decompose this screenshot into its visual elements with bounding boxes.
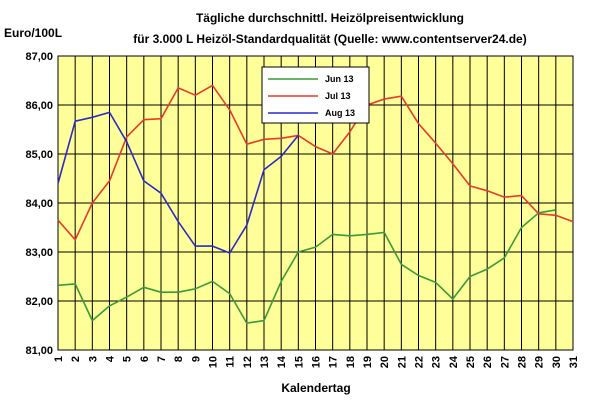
x-tick-label: 11 (225, 356, 237, 368)
x-tick-label: 12 (242, 356, 254, 368)
y-axis-label: Euro/100L (4, 26, 62, 40)
legend-label: Jun 13 (325, 74, 354, 84)
x-tick-label: 3 (87, 356, 99, 362)
x-tick-label: 1 (53, 356, 65, 362)
x-tick-label: 30 (551, 356, 563, 368)
x-tick-label: 16 (311, 356, 323, 368)
legend-label: Aug 13 (325, 108, 355, 118)
x-tick-label: 22 (414, 356, 426, 368)
x-tick-label: 6 (139, 356, 151, 362)
x-tick-label: 18 (345, 356, 357, 368)
x-tick-label: 29 (534, 356, 546, 368)
y-tick-label: 86,00 (25, 100, 53, 112)
x-tick-label: 17 (328, 356, 340, 368)
chart-title: Tägliche durchschnittl. Heizölpreisentwi… (196, 11, 464, 25)
y-tick-label: 87,00 (25, 51, 53, 63)
x-axis-label: Kalendertag (281, 381, 350, 395)
x-tick-label: 25 (465, 356, 477, 368)
x-tick-label: 28 (517, 356, 529, 368)
x-tick-label: 19 (362, 356, 374, 368)
x-tick-label: 4 (105, 355, 117, 362)
series-line-jul-13 (57, 84, 574, 241)
x-tick-label: 2 (70, 356, 82, 362)
x-tick-label: 15 (293, 356, 305, 368)
chart-subtitle: für 3.000 L Heizöl-Standardqualität (Que… (133, 32, 526, 46)
x-tick-label: 8 (173, 356, 185, 362)
x-tick-labels: 1 2 3 4 5 6 7 8 9 10 11 12 13 14 15 16 17 18 19 20 21 22 23 24 2… (53, 355, 580, 368)
x-tick-label: 14 (276, 355, 288, 368)
x-tick-label: 26 (482, 356, 494, 368)
y-tick-label: 82,00 (25, 296, 53, 308)
y-tick-labels: 81,00 82,00 83,00 84,00 85,00 86,00 87,00 (25, 51, 53, 357)
y-tick-label: 84,00 (25, 198, 53, 210)
y-tick-label: 85,00 (25, 149, 53, 161)
y-tick-label: 83,00 (25, 247, 53, 259)
series-line-jun-13 (57, 209, 556, 324)
x-tick-label: 31 (568, 356, 580, 368)
legend-label: Jul 13 (325, 91, 351, 101)
series-lines (57, 84, 574, 324)
x-tick-label: 10 (208, 356, 220, 368)
x-tick-label: 23 (431, 356, 443, 368)
y-tick-label: 81,00 (25, 345, 53, 357)
series-line-aug-13 (57, 111, 299, 254)
x-tick-label: 27 (499, 356, 511, 368)
x-tick-label: 7 (156, 356, 168, 362)
x-tick-label: 20 (379, 356, 391, 368)
x-tick-label: 13 (259, 356, 271, 368)
x-tick-label: 21 (396, 356, 408, 368)
legend: Jun 13 Jul 13 Aug 13 (261, 66, 370, 124)
x-tick-label: 24 (448, 355, 460, 368)
x-tick-label: 9 (190, 356, 202, 362)
x-tick-label: 5 (122, 356, 134, 362)
